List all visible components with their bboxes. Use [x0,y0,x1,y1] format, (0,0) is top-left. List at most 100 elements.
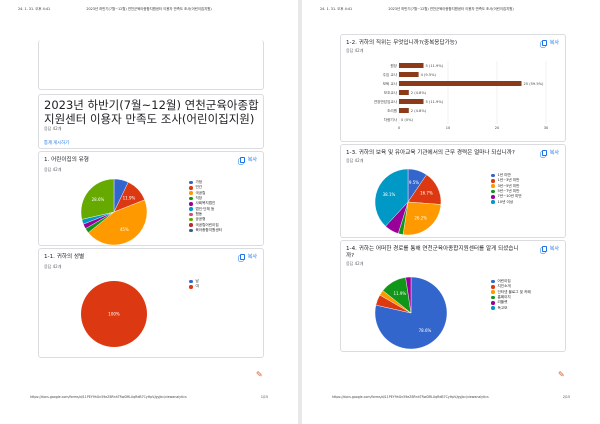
legend-swatch [491,173,495,178]
pie-data-label: 11.9% [123,196,136,201]
pie-chart: 100% [81,281,147,347]
legend-label: 7년~10년 미만 [497,194,522,199]
legend-label: 독고보 [497,305,508,310]
legend-entry: 10년 이상 [491,199,522,204]
footer-url: https://docs.google.com/forms/d/11PEY9hG… [30,395,187,399]
pie-chart: 78.6% 11.9% [374,276,448,350]
pie-data-label: 26.2% [414,216,427,221]
chart-legend: 1년 미만 1년~3년 미만 3년~5년 미만 5년~7년 미만 7년~10년 미만 10… [491,173,522,205]
pie-slice [405,276,412,314]
legend-swatch [189,207,193,211]
pie-data-label: 45% [120,227,129,232]
legend-label: 육아종합지원센터 [195,227,222,232]
x-tick-label: 10 [446,126,451,130]
question-title: 1-1. 귀하의 성별 [44,254,85,260]
header-timestamp: 24. 1. 31. 오후 4:41 [18,7,51,11]
chart-legend: 가정 민간 국공립 직장 사회복지법인 법인·단체 등 협동 공공형 국공립어린이집 육아종합지원… [189,180,222,233]
view-summary-link[interactable]: 통계 게시하기 [44,141,70,146]
legend-label: 법인·단체 등 [195,206,215,211]
header-title: 2023년 하반기(7월~12월) 연천군육아종합지원센터 이용자 만족도 조사… [86,7,212,11]
response-count: 응답 42개 [44,126,62,131]
legend-entry: 3년~5년 미만 [491,184,522,189]
bar [399,63,424,68]
legend-swatch [189,223,193,227]
legend-entry: 국공립 [189,191,222,196]
legend-entry: 가정 [189,180,222,185]
pie-chart: 11.9% 45% 28.6% [80,178,148,246]
edit-pencil-icon[interactable]: ✎ [558,370,565,379]
question-response-count: 응답 42개 [346,158,364,163]
legend-swatch [189,196,193,201]
legend-label: 10년 이상 [497,199,514,204]
pie-data-label: 11.9% [393,291,406,296]
legend-label: 지인소개 [497,284,511,289]
legend-swatch [491,290,495,294]
category-label: 차량기사 [384,117,398,122]
legend-swatch [491,295,495,300]
legend-label: 남 [195,279,199,284]
legend-swatch [189,180,193,185]
legend-entry: 사회복지법인 [189,201,222,206]
copy-label: 복사 [549,150,559,156]
survey-title: 2023년 하반기(7월~12월) 연천군육아종합지원센터 이용자 만족도 조사… [44,98,259,126]
copy-button[interactable]: 복사 [541,245,559,252]
question-card-q1-3: 1-3. 귀하의 보육 및 유아교육 기관에서의 근무 경력은 얼마나 되십니까… [340,144,566,238]
legend-label: 리플렛 [497,300,508,305]
legend-entry: 민간 [189,185,222,190]
legend-label: 1년 미만 [497,173,511,178]
legend-entry: 독고보 [491,305,531,310]
legend-entry: 국공립어린이집 [189,222,222,227]
legend-entry: 여 [189,284,199,289]
pie-slice [81,281,147,347]
edit-pencil-icon[interactable]: ✎ [256,370,263,379]
copy-button[interactable]: 복사 [239,156,257,163]
survey-title-card: 2023년 하반기(7월~12월) 연천군육아종합지원센터 이용자 만족도 조사… [38,94,264,149]
bar [399,72,419,77]
pie-data-label: 28.6% [92,197,105,202]
legend-entry: 1년 미만 [491,173,522,178]
copy-button[interactable]: 복사 [541,149,559,156]
pie-slice [374,168,409,227]
question-card-q1-4: 1-4. 귀하는 어떠한 경로를 통해 연천군육아종합지원센터를 알게 되셨습니… [340,240,566,352]
bar-data-label: 5 (11.9%) [426,64,444,68]
x-tick-label: 30 [544,126,549,130]
legend-swatch [491,200,495,204]
copy-button[interactable]: 복사 [541,39,559,46]
form-header-banner [38,40,264,90]
bar-data-label: 0 (0%) [401,118,414,122]
category-label: 보조교사 [384,90,398,95]
x-tick-label: 0 [398,126,401,130]
legend-swatch [189,212,193,217]
copy-label: 복사 [247,157,257,163]
legend-entry: 공공형 [189,217,222,222]
pie-data-label: 9.5% [409,180,419,185]
legend-label: 국공립어린이집 [195,222,219,227]
category-label: 주임 교사 [383,72,398,77]
legend-entry: 남 [189,279,199,284]
bar [399,108,409,113]
legend-label: 민간 [195,185,203,190]
legend-label: 5년~7년 미만 [497,189,520,194]
legend-label: 1년~3년 미만 [497,178,520,183]
legend-label: 협동 [195,211,203,216]
legend-label: 여 [195,284,199,289]
legend-entry: 육아종합지원센터 [189,228,222,233]
legend-entry: 리플렛 [491,300,531,305]
bar-data-label: 4 (9.5%) [421,73,437,77]
legend-label: 인터넷 블로그 및 카페 [497,289,531,294]
legend-swatch [491,189,495,194]
header-timestamp: 24. 1. 31. 오후 4:41 [320,7,353,11]
chart-legend: 어린이집 지인소개 인터넷 블로그 및 카페 홈페이지 리플렛 독고보 [491,279,531,311]
legend-swatch [491,279,495,284]
copy-button[interactable]: 복사 [239,253,257,260]
bar [399,99,424,104]
legend-swatch [491,306,495,310]
legend-entry: 인터넷 블로그 및 카페 [491,290,531,295]
legend-swatch [491,285,495,289]
bar [399,90,409,95]
copy-icon [239,156,245,163]
copy-icon [541,245,547,252]
copy-label: 복사 [549,246,559,252]
legend-label: 공공형 [195,217,206,222]
